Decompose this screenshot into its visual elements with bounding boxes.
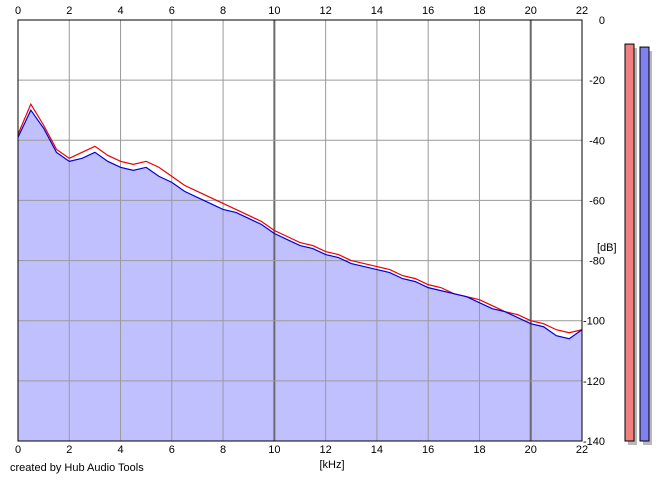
x-tick-label-bottom: 16 xyxy=(422,444,434,456)
x-tick-label-top: 0 xyxy=(15,5,21,17)
x-tick-label-bottom: 0 xyxy=(15,444,21,456)
credit-text: created by Hub Audio Tools xyxy=(10,462,144,474)
x-tick-label-top: 14 xyxy=(371,5,383,17)
left-channel-line xyxy=(17,102,583,334)
x-tick-label-bottom: 4 xyxy=(117,444,123,456)
right-channel-line xyxy=(17,109,583,340)
x-tick-label-bottom: 10 xyxy=(268,444,280,456)
axes: 002244668810101212141416161818202022220-… xyxy=(15,5,605,456)
x-tick-label-top: 10 xyxy=(268,5,280,17)
x-tick-label-top: 12 xyxy=(320,5,332,17)
x-axis-label: [kHz] xyxy=(319,459,344,471)
x-tick-label-bottom: 8 xyxy=(220,444,226,456)
plot-frame xyxy=(17,19,583,442)
y-tick-label: -20 xyxy=(589,75,605,87)
y-tick-label: -80 xyxy=(589,256,605,268)
level-meters xyxy=(624,43,652,446)
x-tick-label-top: 2 xyxy=(66,5,72,17)
y-tick-label: -140 xyxy=(583,436,605,448)
y-tick-label: -100 xyxy=(583,316,605,328)
x-tick-label-top: 22 xyxy=(576,5,588,17)
y-tick-label: 0 xyxy=(599,15,605,27)
x-tick-label-bottom: 6 xyxy=(169,444,175,456)
x-tick-label-bottom: 12 xyxy=(320,444,332,456)
y-tick-label: -120 xyxy=(583,376,605,388)
x-tick-label-top: 4 xyxy=(117,5,123,17)
y-tick-label: -60 xyxy=(589,195,605,207)
x-tick-label-top: 6 xyxy=(169,5,175,17)
x-tick-label-bottom: 14 xyxy=(371,444,383,456)
x-tick-label-bottom: 22 xyxy=(576,444,588,456)
y-tick-label: -40 xyxy=(589,135,605,147)
level-meter-left xyxy=(624,43,635,442)
x-tick-label-top: 18 xyxy=(473,5,485,17)
x-tick-label-bottom: 18 xyxy=(473,444,485,456)
spectrum-fill-layer xyxy=(18,110,582,441)
y-axis-label: [dB] xyxy=(597,242,617,254)
spectrum-lines xyxy=(17,102,583,340)
x-tick-label-top: 20 xyxy=(525,5,537,17)
spectrum-fill-area xyxy=(18,110,582,441)
x-tick-label-bottom: 20 xyxy=(525,444,537,456)
x-tick-label-top: 8 xyxy=(220,5,226,17)
x-tick-label-top: 16 xyxy=(422,5,434,17)
level-meter-right xyxy=(639,46,650,442)
x-tick-label-bottom: 2 xyxy=(66,444,72,456)
